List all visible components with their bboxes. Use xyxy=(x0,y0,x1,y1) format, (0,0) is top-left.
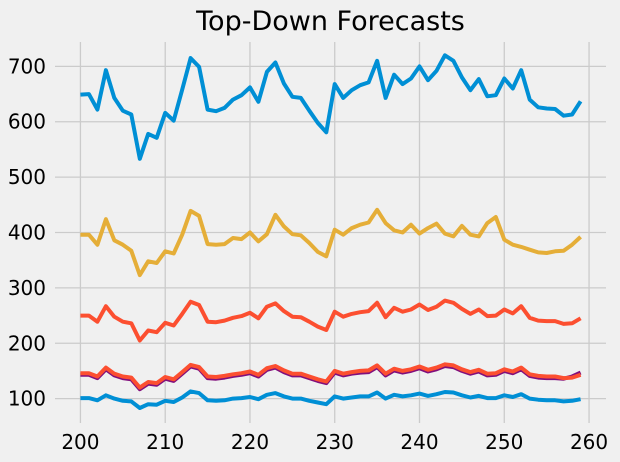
y-tick-label-100: 100 xyxy=(8,387,46,411)
line-blue-bottom xyxy=(80,389,581,410)
line-blue-total xyxy=(80,53,583,161)
x-tick-label-240: 240 xyxy=(400,430,438,454)
line-yellow xyxy=(80,207,582,278)
y-tick-label-400: 400 xyxy=(8,221,46,245)
y-tick-label-700: 700 xyxy=(8,54,46,78)
line-red-upper xyxy=(80,298,582,343)
x-tick-label-200: 200 xyxy=(61,430,99,454)
y-tick-label-200: 200 xyxy=(8,331,46,355)
chart-title: Top-Down Forecasts xyxy=(196,6,465,37)
x-tick-label-250: 250 xyxy=(485,430,523,454)
y-tick-label-300: 300 xyxy=(8,276,46,300)
line-red-mid xyxy=(80,362,582,390)
x-tick-label-260: 260 xyxy=(570,430,608,454)
x-tick-label-210: 210 xyxy=(146,430,184,454)
x-tick-label-230: 230 xyxy=(316,430,354,454)
x-tick-label-220: 220 xyxy=(231,430,269,454)
y-tick-label-500: 500 xyxy=(8,165,46,189)
y-tick-label-600: 600 xyxy=(8,110,46,134)
